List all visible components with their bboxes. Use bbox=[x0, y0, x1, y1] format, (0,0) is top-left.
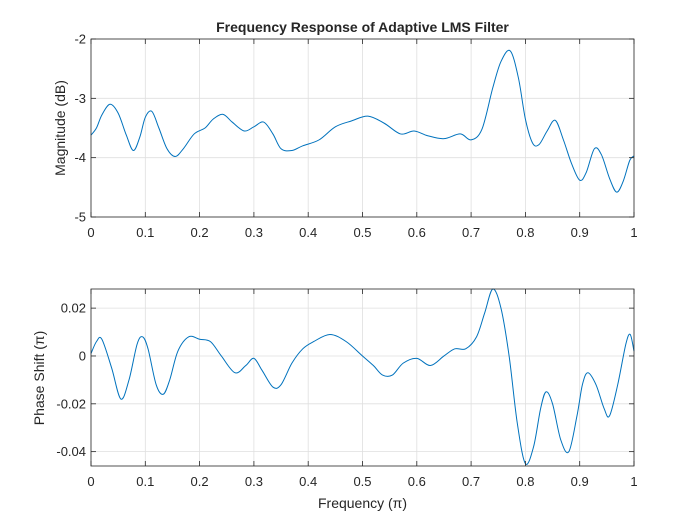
phase-x-tick-label: 0.6 bbox=[408, 474, 426, 489]
magnitude-y-tick-label: -3 bbox=[74, 91, 86, 106]
magnitude-y-tick-label: -4 bbox=[74, 150, 86, 165]
phase-x-tick-label: 0.2 bbox=[191, 474, 209, 489]
phase-axes: 0 0.1 0.2 0.3 0.4 0.5 0.6 0.7 0.8 0.9 1 0.02 0 -0.02… bbox=[31, 288, 638, 511]
phase-x-ticks: 0 0.1 0.2 0.3 0.4 0.5 0.6 0.7 0.8 0.9 1 bbox=[87, 289, 638, 489]
phase-x-tick-label: 0.1 bbox=[136, 474, 154, 489]
magnitude-y-tick-label: -2 bbox=[74, 32, 86, 47]
magnitude-x-tick-label: 0.3 bbox=[245, 225, 263, 240]
magnitude-x-tick-label: 0 bbox=[87, 225, 94, 240]
phase-x-tick-label: 0.8 bbox=[516, 474, 534, 489]
magnitude-line bbox=[90, 49, 635, 193]
phase-x-tick-label: 0.4 bbox=[299, 474, 317, 489]
phase-y-tick-label: -0.04 bbox=[56, 444, 86, 459]
magnitude-x-tick-label: 0.6 bbox=[408, 225, 426, 240]
magnitude-x-tick-label: 0.9 bbox=[571, 225, 589, 240]
frequency-x-label: Frequency (π) bbox=[318, 495, 407, 511]
chart-title: Frequency Response of Adaptive LMS Filte… bbox=[216, 19, 509, 35]
magnitude-x-tick-label: 0.2 bbox=[191, 225, 209, 240]
phase-y-tick-label: 0.02 bbox=[61, 301, 86, 316]
phase-y-label: Phase Shift (π) bbox=[31, 331, 47, 425]
phase-line bbox=[90, 288, 635, 465]
phase-x-tick-label: 0.9 bbox=[571, 474, 589, 489]
phase-y-tick-label: 0 bbox=[79, 348, 86, 363]
phase-y-ticks: 0.02 0 -0.02 -0.04 bbox=[56, 301, 634, 459]
magnitude-x-tick-label: 0.7 bbox=[462, 225, 480, 240]
phase-x-tick-label: 0.3 bbox=[245, 474, 263, 489]
magnitude-x-tick-label: 0.1 bbox=[136, 225, 154, 240]
magnitude-x-tick-label: 1 bbox=[630, 225, 637, 240]
magnitude-axes: 0 0.1 0.2 0.3 0.4 0.5 0.6 0.7 0.8 0.9 1 -2 -3 -4 -5 F… bbox=[52, 19, 638, 240]
magnitude-x-tick-label: 0.4 bbox=[299, 225, 317, 240]
magnitude-x-ticks: 0 0.1 0.2 0.3 0.4 0.5 0.6 0.7 0.8 0.9 1 bbox=[87, 39, 638, 240]
magnitude-x-tick-label: 0.5 bbox=[353, 225, 371, 240]
phase-x-tick-label: 1 bbox=[630, 474, 637, 489]
phase-y-tick-label: -0.02 bbox=[56, 396, 86, 411]
magnitude-y-label: Magnitude (dB) bbox=[52, 80, 68, 176]
phase-x-tick-label: 0.5 bbox=[353, 474, 371, 489]
magnitude-y-ticks: -2 -3 -4 -5 bbox=[74, 32, 634, 225]
phase-x-tick-label: 0 bbox=[87, 474, 94, 489]
phase-x-tick-label: 0.7 bbox=[462, 474, 480, 489]
magnitude-y-tick-label: -5 bbox=[74, 210, 86, 225]
magnitude-x-tick-label: 0.8 bbox=[516, 225, 534, 240]
